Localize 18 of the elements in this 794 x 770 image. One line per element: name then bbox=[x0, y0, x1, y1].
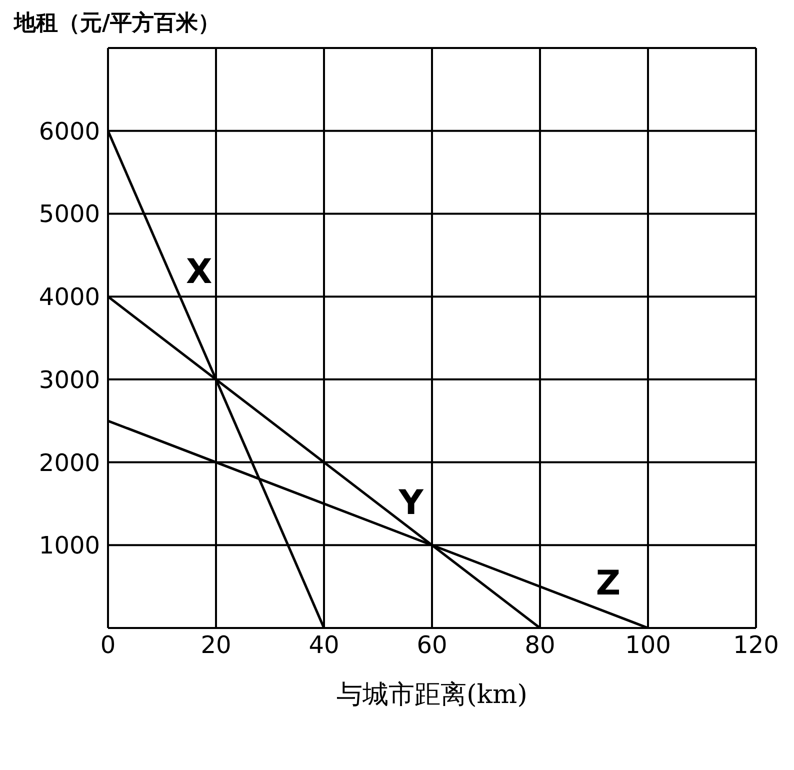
x-tick-label: 20 bbox=[200, 631, 232, 660]
y-tick-label: 5000 bbox=[38, 200, 100, 228]
series-label: X bbox=[186, 252, 212, 292]
y-tick-label: 2000 bbox=[38, 448, 100, 477]
y-tick-label: 3000 bbox=[38, 366, 100, 394]
x-tick-label: 120 bbox=[733, 631, 779, 660]
x-tick-label: 100 bbox=[625, 631, 671, 660]
x-tick-label: 40 bbox=[308, 631, 340, 660]
series-label: Z bbox=[596, 564, 621, 604]
series-label: Y bbox=[398, 483, 424, 524]
y-tick-label: 6000 bbox=[38, 117, 100, 146]
x-tick-label: 0 bbox=[100, 631, 116, 660]
x-tick-label: 60 bbox=[416, 631, 448, 660]
x-tick-label: 80 bbox=[524, 631, 556, 660]
x-axis-title: 与城市距离(km) bbox=[336, 680, 528, 710]
y-tick-label: 1000 bbox=[38, 532, 100, 560]
y-tick-label: 4000 bbox=[38, 283, 100, 312]
y-axis-title: 地租（元/平方百米） bbox=[12, 10, 222, 38]
